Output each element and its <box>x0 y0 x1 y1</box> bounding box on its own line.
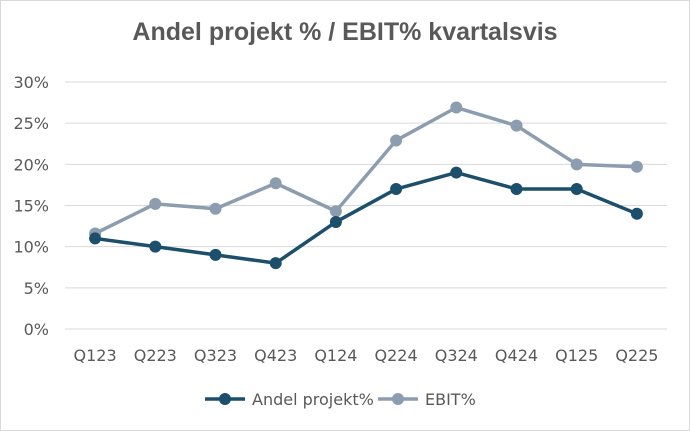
data-point <box>510 183 523 196</box>
data-point <box>450 101 463 114</box>
x-tick-label: Q223 <box>134 346 177 365</box>
x-tick-label: Q125 <box>555 346 598 365</box>
x-tick-label: Q324 <box>435 346 478 365</box>
chart-title: Andel projekt % / EBIT% kvartalsvis <box>132 18 558 46</box>
data-point <box>630 160 643 173</box>
series-line <box>93 105 639 236</box>
y-tick-label: 5% <box>24 279 49 298</box>
series-andel-projekt <box>89 166 643 270</box>
x-tick-label: Q423 <box>254 346 297 365</box>
data-point <box>89 232 102 245</box>
x-tick-label: Q124 <box>314 346 357 365</box>
series-line <box>93 170 639 265</box>
y-tick-label: 10% <box>13 238 49 257</box>
y-tick-label: 20% <box>13 155 49 174</box>
legend-item: EBIT% <box>378 390 476 409</box>
y-tick-label: 30% <box>13 73 49 92</box>
legend-marker <box>219 393 231 405</box>
data-point <box>209 248 222 261</box>
y-tick-label: 25% <box>13 114 49 133</box>
data-point <box>450 166 463 179</box>
data-point <box>269 257 282 270</box>
y-axis-tick-labels: 0% 5% 10% 15% 20% 25% 30% <box>13 73 49 339</box>
data-point <box>149 240 162 253</box>
series-ebit <box>89 101 643 240</box>
x-tick-label: Q123 <box>74 346 117 365</box>
data-point <box>269 177 282 190</box>
data-point <box>149 197 162 210</box>
legend: Andel projekt% EBIT% <box>205 390 476 409</box>
y-tick-label: 0% <box>24 320 49 339</box>
data-point <box>329 205 342 218</box>
data-point <box>390 183 403 196</box>
x-tick-label: Q225 <box>615 346 658 365</box>
data-point <box>390 134 403 147</box>
y-tick-label: 15% <box>13 197 49 216</box>
data-point <box>510 119 523 132</box>
data-point <box>570 158 583 171</box>
series-lines <box>89 101 643 270</box>
x-tick-label: Q224 <box>375 346 418 365</box>
legend-item: Andel projekt% <box>205 390 374 409</box>
data-point <box>570 183 583 196</box>
legend-label: EBIT% <box>425 390 476 409</box>
gridlines <box>65 81 667 330</box>
legend-marker <box>392 393 404 405</box>
data-point <box>329 215 342 228</box>
data-point <box>209 202 222 215</box>
data-point <box>630 207 643 220</box>
x-tick-label: Q424 <box>495 346 538 365</box>
x-axis-tick-labels: Q123 Q223 Q323 Q423 Q124 Q224 Q324 Q424 Q125 Q225 <box>74 346 659 365</box>
legend-label: Andel projekt% <box>252 390 374 409</box>
x-tick-label: Q323 <box>194 346 237 365</box>
